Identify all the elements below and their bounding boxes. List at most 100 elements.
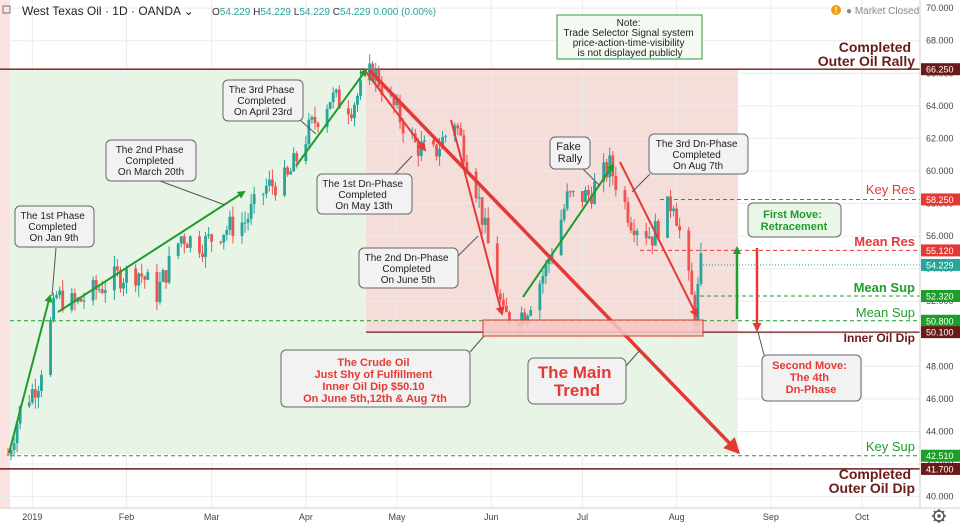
data-source: OANDA xyxy=(138,4,181,18)
candle-body xyxy=(12,443,16,450)
candle-body xyxy=(243,222,247,224)
main-trend-line-1: The Main xyxy=(538,363,612,382)
candle-body xyxy=(465,162,469,172)
ohlc-c-label: C xyxy=(333,7,340,18)
y-tick-label: 60.000 xyxy=(926,166,954,176)
arrow-dn-1 xyxy=(365,71,427,152)
svg-text:Second Move: The 4th: Second Move: The 4th Dn-Phase xyxy=(772,360,850,396)
callout-second-move: Second Move: The 4th Dn-Phase xyxy=(757,331,862,402)
x-tick-label: May xyxy=(389,512,407,522)
price-tag xyxy=(921,63,960,76)
svg-text:Note: Trade Selector Sig: Note: Trade Selector Signal system price… xyxy=(563,18,696,59)
dn-phase-1-line-3: On May 13th xyxy=(335,201,392,212)
candle-body xyxy=(82,300,86,302)
y-tick-label: 48.000 xyxy=(926,361,954,371)
candle-body xyxy=(346,108,350,115)
candle-body xyxy=(143,276,147,280)
mean-sup-label-2: Mean Sup xyxy=(856,305,915,320)
candle-body xyxy=(61,290,65,310)
svg-text:!: ! xyxy=(835,6,838,15)
fake-rally-line-2: Rally xyxy=(558,153,583,165)
time-axis-ticks: 2019 Feb Mar Apr May Jun Jul Aug Sep Oct xyxy=(22,512,869,522)
timeframe[interactable]: 1D xyxy=(112,4,128,18)
svg-text:The 1st Phase Completed: The 1st Phase Completed On Jan 9th xyxy=(20,211,87,244)
price-tag xyxy=(921,193,960,206)
arrow-phase-2 xyxy=(57,190,246,313)
header-sep-1: · xyxy=(105,4,112,18)
phase-1-line-3: On Jan 9th xyxy=(30,233,79,244)
second-move-line-3: Dn-Phase xyxy=(786,384,837,396)
candle-body xyxy=(474,171,478,198)
candle-body xyxy=(252,194,256,205)
candle-body xyxy=(505,305,508,313)
candle-body xyxy=(538,283,542,311)
price-tags: 66.250 58.250 55.120 54.229 52.320 50.800 50.1… xyxy=(921,63,960,475)
candle-body xyxy=(52,297,55,321)
candle-body xyxy=(571,191,575,193)
candle-body xyxy=(501,299,505,306)
price-tag-label: 52.320 xyxy=(926,292,954,302)
candle-body xyxy=(398,100,402,123)
candle-body xyxy=(316,123,320,128)
candle-body xyxy=(380,86,384,95)
candle-body xyxy=(15,423,19,444)
collapse-icon[interactable] xyxy=(2,5,11,14)
x-tick-label: Apr xyxy=(299,512,313,522)
candle-body xyxy=(498,293,502,300)
candle-body xyxy=(271,179,274,187)
candle-body xyxy=(353,104,356,119)
crude-oil-line-3: Inner Oil Dip $50.10 xyxy=(322,381,424,393)
svg-text:West Texas Oil ·: West Texas Oil · 1D · OANDA ⌄ xyxy=(22,4,194,18)
candle-body xyxy=(167,255,171,283)
header-legend: West Texas Oil · 1D · OANDA ⌄ O54.229 H5… xyxy=(2,4,919,18)
header-sep-2: · xyxy=(131,4,138,18)
svg-text:Fake Rally: Fake Rally xyxy=(556,141,584,165)
candle-body xyxy=(432,140,435,145)
candle-body xyxy=(219,241,223,243)
info-icon[interactable] xyxy=(831,5,841,15)
second-move-line-2: The 4th xyxy=(790,372,829,384)
symbol-name[interactable]: West Texas Oil xyxy=(22,4,102,18)
chevron-down-icon[interactable]: ⌄ xyxy=(184,4,194,18)
dn-phase-2-line-2: Completed xyxy=(382,264,430,275)
market-status-dot: ● xyxy=(846,6,855,17)
candle-body xyxy=(602,162,606,182)
candle-body xyxy=(359,80,362,96)
time-axis[interactable] xyxy=(0,508,920,526)
candle-body xyxy=(666,196,669,238)
dn-phase-1-line-1: The 1st Dn-Phase xyxy=(322,179,403,190)
callout-phase-3: The 3rd Phase Completed On April 23rd xyxy=(222,79,317,135)
candle-body xyxy=(164,270,168,283)
x-tick-label: Sep xyxy=(763,512,779,522)
phase-3-line-1: The 3rd Phase xyxy=(229,85,295,96)
candle-body xyxy=(30,389,34,403)
note-line-2: Trade Selector Signal system xyxy=(563,28,693,39)
ohlc-l-value: 54.229 xyxy=(299,7,330,18)
candle-body xyxy=(626,202,630,223)
candle-body xyxy=(392,94,396,106)
gear-icon[interactable] xyxy=(932,509,946,523)
candle-body xyxy=(523,312,527,324)
price-tag-label: 54.229 xyxy=(926,260,954,270)
price-tag-label: 41.700 xyxy=(926,464,954,474)
y-tick-label: 56.000 xyxy=(926,231,954,241)
candle-body xyxy=(587,189,590,196)
candle-body xyxy=(623,190,627,203)
dn-phase-2-line-3: On June 5th xyxy=(381,275,435,286)
candle-body xyxy=(295,153,299,162)
candle-body xyxy=(33,389,37,398)
callout-dn-phase-1: The 1st Dn-Phase Completed On May 13th xyxy=(316,155,413,215)
candle-body xyxy=(580,191,584,202)
candle-body xyxy=(231,216,235,236)
dn-phase-1-line-2: Completed xyxy=(338,190,386,201)
x-tick-label: 2019 xyxy=(22,512,42,522)
candle-body xyxy=(292,153,296,172)
ohlc-o-value: 54.229 xyxy=(220,7,251,18)
candle-body xyxy=(222,234,226,243)
candle-body xyxy=(261,193,265,195)
candle-body xyxy=(687,230,691,271)
svg-text:The Crude Oil Just Shy o: The Crude Oil Just Shy of Fulfillment In… xyxy=(303,357,447,405)
candle-body xyxy=(544,264,548,276)
svg-text:Completed Outer Oil Dip: Completed Outer Oil Dip xyxy=(829,466,915,496)
